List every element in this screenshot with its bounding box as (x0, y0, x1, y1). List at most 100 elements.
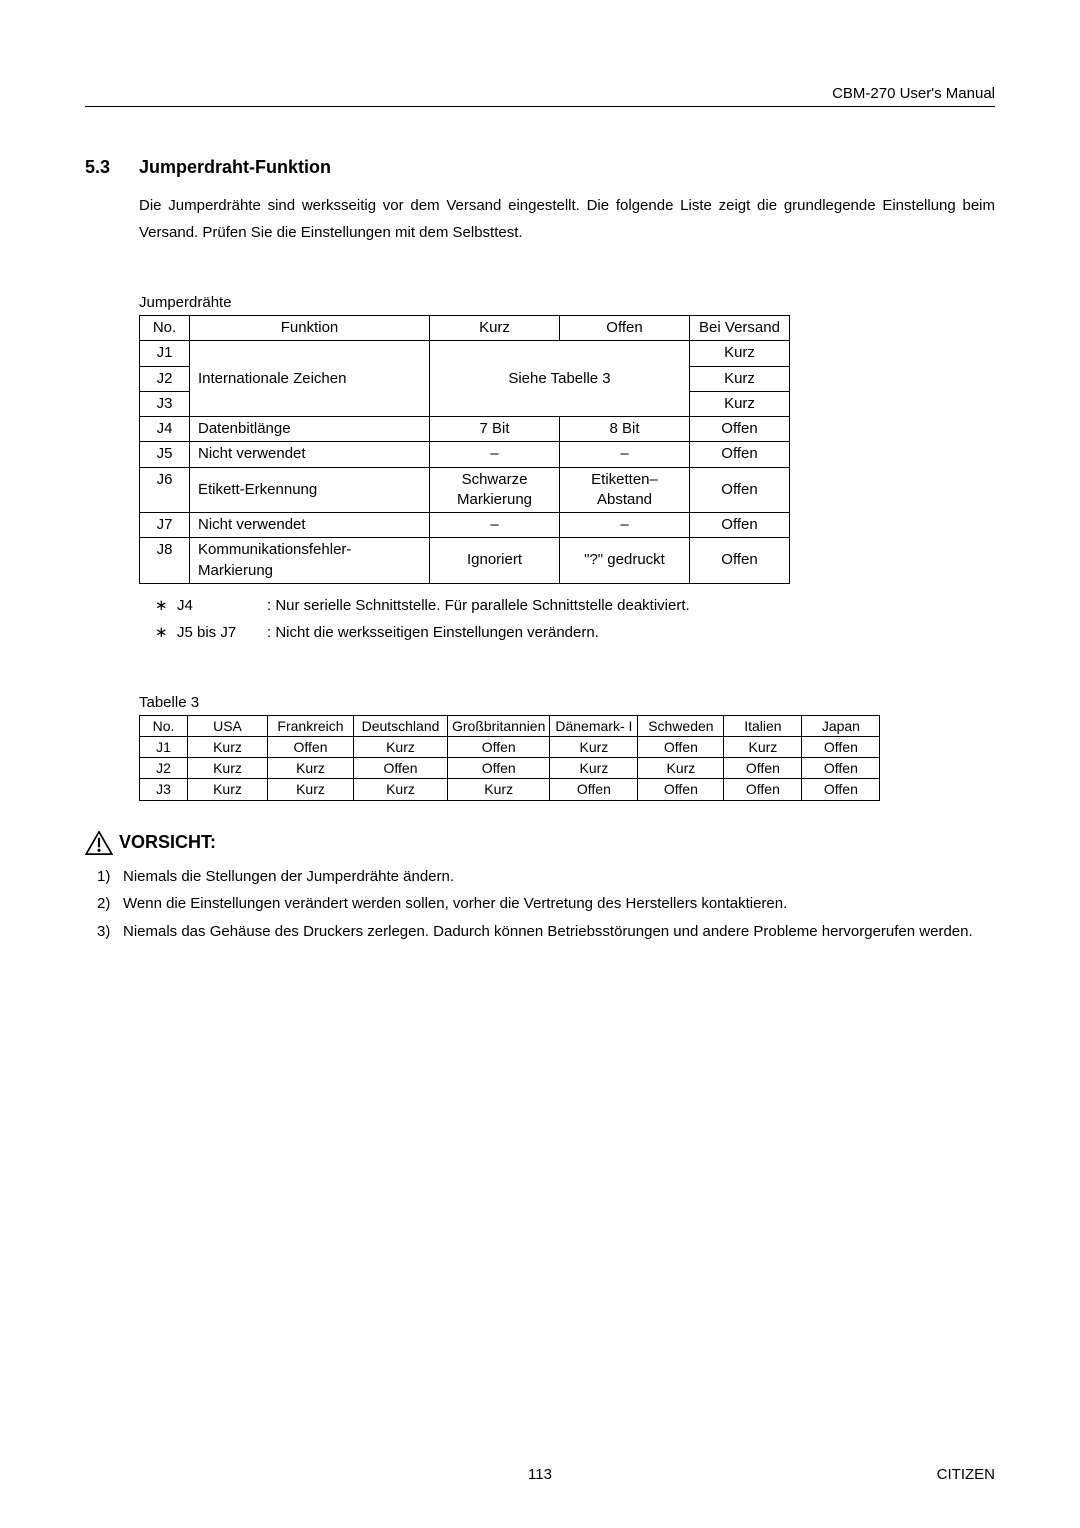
cell-no: J6 (140, 467, 190, 513)
list-item: 3) Niemals das Gehäuse des Druckers zerl… (97, 918, 995, 946)
cell-offen: 8 Bit (560, 417, 690, 442)
note-key: J5 bis J7 (177, 619, 267, 646)
cell-funktion: Etikett-Erkennung (190, 467, 430, 513)
note-text: : Nicht die werksseitigen Einstellungen … (267, 619, 599, 646)
cell: Kurz (638, 758, 724, 779)
item-number: 1) (97, 863, 123, 891)
cell-offen: Etiketten–Abstand (560, 467, 690, 513)
note-key: J4 (177, 592, 267, 619)
asterisk-icon: ∗ (155, 592, 177, 619)
cell: Offen (354, 758, 448, 779)
table-row: J6 Etikett-Erkennung Schwarze Markierung… (140, 467, 790, 513)
cell: J2 (140, 758, 188, 779)
page-footer: 113 CITIZEN (85, 1466, 995, 1483)
cell: Offen (448, 758, 550, 779)
cell-kurz: 7 Bit (430, 417, 560, 442)
cell-funktion: Nicht verwendet (190, 513, 430, 538)
item-number: 2) (97, 890, 123, 918)
list-item: 2) Wenn die Einstellungen verändert werd… (97, 890, 995, 918)
cell-versand: Kurz (690, 366, 790, 391)
cell-funktion-merged: Internationale Zeichen (190, 341, 430, 417)
cell-offen: "?" gedruckt (560, 538, 690, 584)
cell: Kurz (268, 758, 354, 779)
cell: Kurz (724, 736, 802, 757)
cell-no: J1 (140, 341, 190, 366)
header-rule (85, 106, 995, 107)
cell: Offen (724, 779, 802, 800)
cell-no: J2 (140, 366, 190, 391)
cell: Kurz (550, 736, 638, 757)
th: Schweden (638, 715, 724, 736)
th: Großbritannien (448, 715, 550, 736)
table-row: J5 Nicht verwendet – – Offen (140, 442, 790, 467)
cell-offen: – (560, 513, 690, 538)
table-row: No. Funktion Kurz Offen Bei Versand (140, 316, 790, 341)
cell-kurz: Ignoriert (430, 538, 560, 584)
cell-kurz: – (430, 442, 560, 467)
cell-see-merged: Siehe Tabelle 3 (430, 341, 690, 417)
item-number: 3) (97, 918, 123, 946)
cell-versand: Offen (690, 538, 790, 584)
section-intro: Die Jumperdrähte sind werksseitig vor de… (139, 192, 995, 246)
section-title: Jumperdraht-Funktion (139, 157, 331, 178)
note-text: : Nur serielle Schnittstelle. Für parall… (267, 592, 690, 619)
th: Dänemark- I (550, 715, 638, 736)
table1-notes: ∗ J4 : Nur serielle Schnittstelle. Für p… (155, 592, 995, 646)
cell: Kurz (188, 736, 268, 757)
cell-no: J4 (140, 417, 190, 442)
th: Deutschland (354, 715, 448, 736)
cell-versand: Offen (690, 417, 790, 442)
th-funktion: Funktion (190, 316, 430, 341)
list-item: 1) Niemals die Stellungen der Jumperdräh… (97, 863, 995, 891)
table-tabelle3: No. USA Frankreich Deutschland Großbrita… (139, 715, 880, 801)
cell: Offen (268, 736, 354, 757)
cell-versand: Kurz (690, 391, 790, 416)
cell: J3 (140, 779, 188, 800)
cell: Offen (802, 758, 880, 779)
cell-no: J7 (140, 513, 190, 538)
table-row: J7 Nicht verwendet – – Offen (140, 513, 790, 538)
th: Frankreich (268, 715, 354, 736)
cell: Offen (638, 779, 724, 800)
cell: Kurz (354, 736, 448, 757)
caution-heading: VORSICHT: (85, 831, 995, 855)
doc-title: CBM-270 User's Manual (85, 85, 995, 106)
cell-funktion: Datenbitlänge (190, 417, 430, 442)
cell: J1 (140, 736, 188, 757)
warning-icon (85, 831, 113, 855)
table-row: J8 Kommunikationsfehler-Markierung Ignor… (140, 538, 790, 584)
cell: Kurz (354, 779, 448, 800)
cell: Kurz (550, 758, 638, 779)
cell-funktion: Kommunikationsfehler-Markierung (190, 538, 430, 584)
page-number: 113 (85, 1466, 995, 1483)
note-row: ∗ J5 bis J7 : Nicht die werksseitigen Ei… (155, 619, 995, 646)
th: USA (188, 715, 268, 736)
cell: Kurz (268, 779, 354, 800)
section-heading: 5.3 Jumperdraht-Funktion (85, 157, 995, 178)
cell: Offen (802, 736, 880, 757)
item-text: Wenn die Einstellungen verändert werden … (123, 890, 995, 918)
cell-no: J8 (140, 538, 190, 584)
cell: Offen (448, 736, 550, 757)
cell-kurz: – (430, 513, 560, 538)
cell: Offen (802, 779, 880, 800)
table2-caption: Tabelle 3 (139, 694, 995, 711)
item-text: Niemals das Gehäuse des Druckers zerlege… (123, 918, 995, 946)
th: Italien (724, 715, 802, 736)
cell: Kurz (188, 758, 268, 779)
cell: Kurz (448, 779, 550, 800)
page: CBM-270 User's Manual 5.3 Jumperdraht-Fu… (0, 0, 1080, 1528)
asterisk-icon: ∗ (155, 619, 177, 646)
cell-offen: – (560, 442, 690, 467)
cell: Kurz (188, 779, 268, 800)
table-row: J4 Datenbitlänge 7 Bit 8 Bit Offen (140, 417, 790, 442)
item-text: Niemals die Stellungen der Jumperdrähte … (123, 863, 995, 891)
table-row: J1 Kurz Offen Kurz Offen Kurz Offen Kurz… (140, 736, 880, 757)
section-number: 5.3 (85, 157, 139, 178)
table1-caption: Jumperdrähte (139, 294, 995, 311)
cell: Offen (638, 736, 724, 757)
table-row: No. USA Frankreich Deutschland Großbrita… (140, 715, 880, 736)
table-row: J3 Kurz Kurz Kurz Kurz Offen Offen Offen… (140, 779, 880, 800)
table-jumper: No. Funktion Kurz Offen Bei Versand J1 I… (139, 315, 790, 584)
th-offen: Offen (560, 316, 690, 341)
